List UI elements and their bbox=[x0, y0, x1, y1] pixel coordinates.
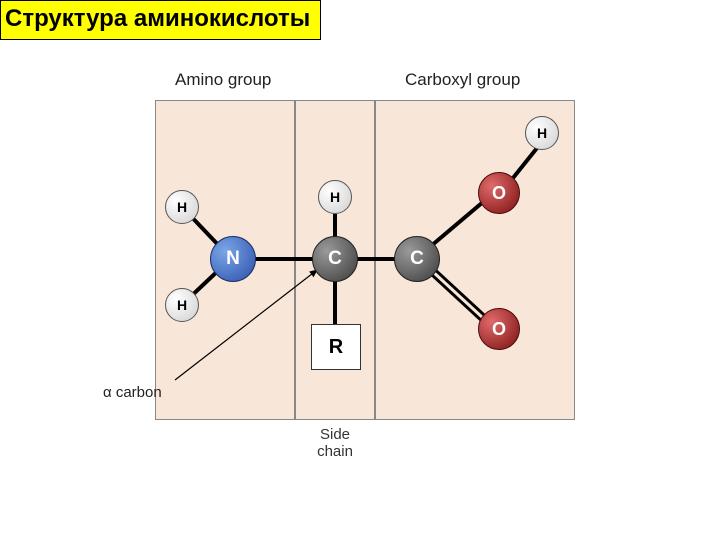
atom-oxygen: O bbox=[478, 308, 520, 350]
atom-carbon: C bbox=[394, 236, 440, 282]
atom-alpha-carbon: C bbox=[312, 236, 358, 282]
r-group-box: R bbox=[311, 324, 361, 370]
amino-group-label: Amino group bbox=[175, 70, 271, 90]
carboxyl-group-label: Carboxyl group bbox=[405, 70, 520, 90]
atom-nitrogen: N bbox=[210, 236, 256, 282]
atom-hydrogen: H bbox=[165, 288, 199, 322]
side-chain-label: Side chain bbox=[312, 426, 358, 460]
alpha-carbon-label: α carbon bbox=[103, 384, 162, 401]
atom-hydrogen: H bbox=[525, 116, 559, 150]
side-chain-line1: Side bbox=[320, 426, 350, 443]
side-chain-line2: chain bbox=[317, 443, 353, 460]
atom-hydrogen: H bbox=[165, 190, 199, 224]
alpha-symbol: α bbox=[103, 384, 112, 401]
page-title: Структура аминокислоты bbox=[0, 0, 321, 40]
alpha-text: carbon bbox=[112, 384, 162, 401]
atom-oxygen: O bbox=[478, 172, 520, 214]
atom-hydrogen: H bbox=[318, 180, 352, 214]
